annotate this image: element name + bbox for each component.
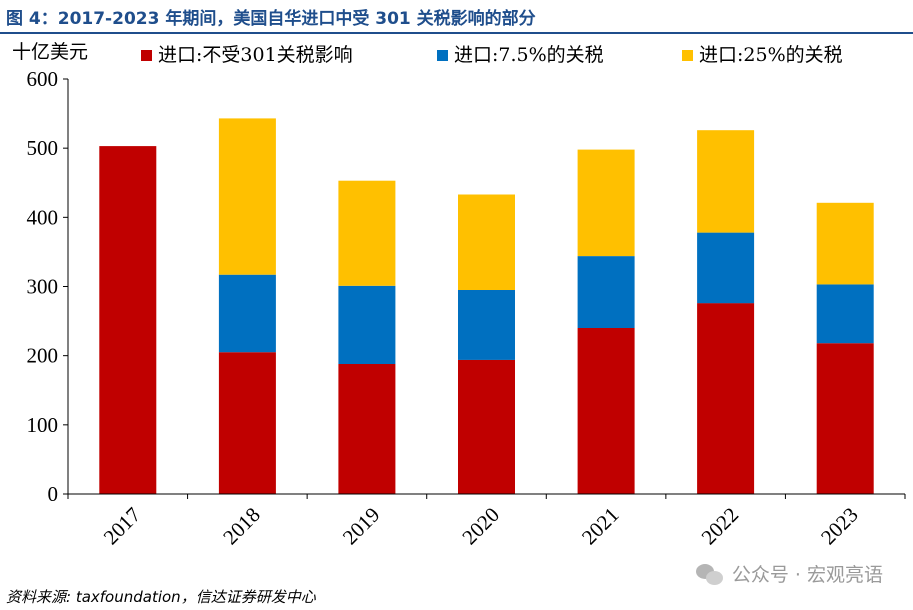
- bar-2021-series-1: [577, 328, 635, 494]
- bar-2019-series-1: [338, 364, 396, 494]
- legend-swatch: [437, 50, 448, 61]
- y-ticks-group: 0 100 200 300 400 500 600: [27, 67, 68, 506]
- x-tick-label: 2021: [577, 503, 624, 550]
- legend-label: 进口:7.5%的关税: [454, 44, 604, 66]
- y-tick-label: 0: [48, 482, 59, 506]
- legend-swatch: [682, 50, 693, 61]
- bar-2021-series-3: [577, 149, 635, 257]
- y-tick-label: 500: [27, 136, 59, 160]
- y-tick-label: 200: [27, 344, 59, 368]
- legend-label: 进口:25%的关税: [699, 44, 843, 66]
- legend-swatch: [141, 50, 152, 61]
- bar-2022-series-1: [697, 303, 755, 494]
- bar-2018-series-1: [218, 352, 276, 494]
- x-tick-label: 2022: [697, 503, 744, 550]
- bar-2020-series-1: [458, 359, 515, 494]
- bar-2022-series-2: [697, 232, 755, 304]
- source-note: 资料来源: taxfoundation，信达证券研发中心: [6, 588, 316, 606]
- legend: 进口:不受301关税影响 进口:7.5%的关税 进口:25%的关税: [141, 44, 843, 66]
- y-tick-label: 600: [27, 67, 59, 91]
- stacked-bar-chart: 0 100 200 300 400 500 600 2017 2018 2019 2020 2021…: [12, 41, 906, 550]
- chart-title: 图 4：2017-2023 年期间，美国自华进口中受 301 关税影响的部分: [6, 9, 536, 29]
- y-axis-label: 十亿美元: [12, 41, 88, 63]
- legend-label: 进口:不受301关税影响: [158, 44, 353, 66]
- y-tick-label: 300: [27, 275, 59, 299]
- bar-2022-series-3: [697, 130, 755, 233]
- x-labels-group: 2017 2018 2019 2020 2021 2022 2023: [67, 494, 906, 550]
- watermark-text: 公众号 · 宏观亮语: [731, 564, 883, 586]
- y-tick-label: 100: [27, 413, 59, 437]
- title-divider: [0, 32, 913, 34]
- bar-2023-series-3: [816, 202, 874, 285]
- x-tick-label: 2023: [816, 503, 863, 550]
- bar-2017-series-1: [99, 146, 157, 494]
- bar-2020-series-2: [458, 290, 515, 360]
- x-tick-label: 2017: [99, 503, 146, 550]
- x-tick-label: 2020: [457, 503, 504, 550]
- watermark: 公众号 · 宏观亮语: [695, 560, 883, 587]
- wechat-icon: [695, 562, 724, 586]
- x-tick-label: 2019: [338, 503, 385, 550]
- y-tick-label: 400: [27, 205, 59, 229]
- bar-2023-series-2: [816, 284, 874, 344]
- x-tick-label: 2018: [218, 503, 265, 550]
- bar-2020-series-3: [458, 194, 515, 290]
- bar-2018-series-2: [218, 274, 276, 353]
- bar-2019-series-3: [338, 180, 396, 286]
- bars-group: [99, 118, 874, 494]
- bar-2019-series-2: [338, 285, 396, 364]
- bar-2023-series-1: [816, 343, 874, 494]
- bar-2018-series-3: [218, 118, 276, 275]
- bar-2021-series-2: [577, 256, 635, 328]
